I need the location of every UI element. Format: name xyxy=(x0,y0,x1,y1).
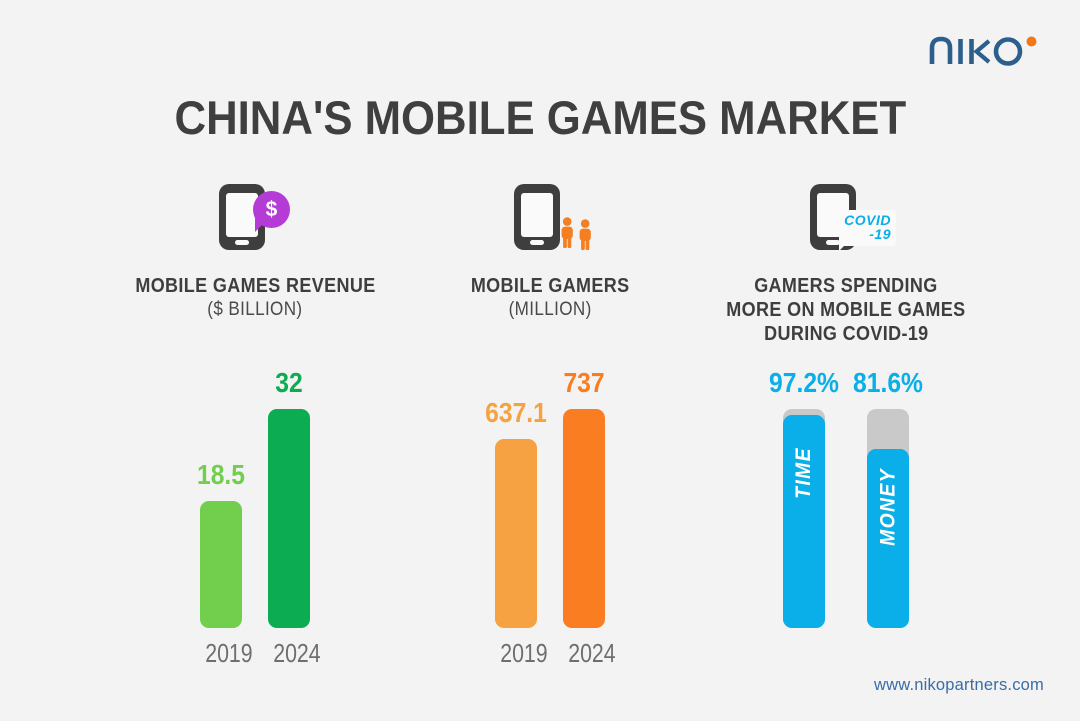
gamers-label: MOBILE GAMERS xyxy=(470,275,630,297)
covid-spending-chart: 97.2% TIME 81.6% MONEY xyxy=(686,367,1006,628)
revenue-year-axis: 2019 2024 xyxy=(95,638,415,669)
bar-value-revenue-2024: 32 xyxy=(275,367,303,398)
bar-value-revenue-2019: 18.5 xyxy=(197,459,245,490)
bar-fill-money: MONEY xyxy=(867,449,909,628)
bar-fill-time: TIME xyxy=(783,415,825,628)
bar-track-money: 81.6% MONEY xyxy=(853,367,923,628)
revenue-label: MOBILE GAMES REVENUE xyxy=(134,275,376,297)
revenue-chart: 18.5 32 xyxy=(95,367,415,628)
money-label: MONEY xyxy=(876,468,900,547)
bar-value-money: 81.6% xyxy=(853,367,923,398)
covid-line-1: COVID xyxy=(844,211,891,228)
revenue-column: $ MOBILE GAMES REVENUE ($ BILLION) 18.5 … xyxy=(95,182,415,702)
covid-line-2: -19 xyxy=(869,226,891,243)
bar-gamers-2024: 737 xyxy=(563,367,605,628)
revenue-unit-label: ($ BILLION) xyxy=(207,299,303,320)
time-label: TIME xyxy=(792,447,816,499)
page-title-text: CHINA'S MOBILE GAMES MARKET xyxy=(174,91,906,144)
gamers-year-axis: 2019 2024 xyxy=(390,638,710,669)
covid-19-badge: COVID -19 xyxy=(839,209,896,252)
year-label-2019: 2019 xyxy=(205,638,253,668)
dollar-symbol: $ xyxy=(265,197,278,221)
year-label-2024: 2024 xyxy=(568,638,616,668)
gamers-people-icon xyxy=(561,217,591,250)
year-label-2024: 2024 xyxy=(273,638,321,668)
gamers-unit-label: (MILLION) xyxy=(508,299,592,320)
bar-revenue-2024: 32 xyxy=(268,367,310,628)
bar-revenue-2019: 18.5 xyxy=(197,459,245,628)
phone-icon xyxy=(514,184,560,250)
bar-value-time: 97.2% xyxy=(769,367,839,398)
dollar-bubble-icon: $ xyxy=(253,191,290,232)
niko-logo: niko xyxy=(926,34,1038,66)
phone-icon xyxy=(219,184,265,250)
covid-spending-column: COVID -19 GAMERS SPENDING MORE ON MOBILE… xyxy=(686,182,1006,702)
phone-dollar-icon: $ xyxy=(209,182,301,254)
bar-value-gamers-2019: 637.1 xyxy=(485,397,547,428)
year-label-2019: 2019 xyxy=(500,638,548,668)
page-title: CHINA'S MOBILE GAMES MARKET xyxy=(0,94,1080,142)
gamers-column: MOBILE GAMERS (MILLION) 637.1 737 2019 2… xyxy=(390,182,710,702)
covid-spending-label: GAMERS SPENDING MORE ON MOBILE GAMES DUR… xyxy=(726,275,966,345)
niko-logo-icon xyxy=(929,36,1037,66)
bar-gamers-2019: 637.1 xyxy=(485,397,547,628)
phone-gamers-icon xyxy=(504,182,596,254)
phone-covid-icon: COVID -19 xyxy=(800,182,896,254)
bar-value-gamers-2024: 737 xyxy=(563,367,605,398)
footer-link[interactable]: www.nikopartners.com xyxy=(874,676,1044,694)
gamers-chart: 637.1 737 xyxy=(390,367,710,628)
bar-track-time: 97.2% TIME xyxy=(769,367,839,628)
